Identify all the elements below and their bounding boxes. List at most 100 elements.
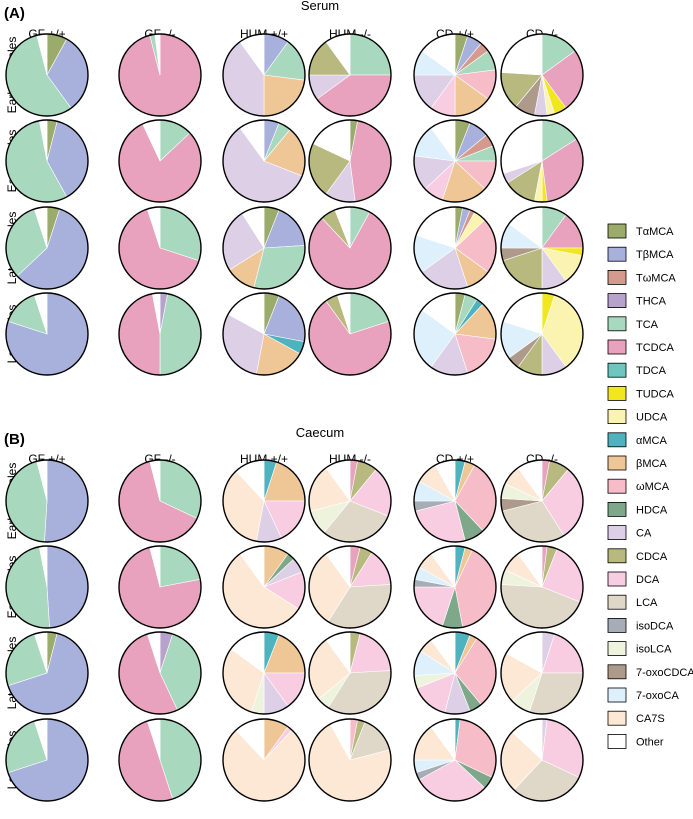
legend-label-tdca: TDCA <box>636 365 667 377</box>
legend-label-7-oxocdca: 7-oxoCDCA <box>636 667 693 679</box>
pie-early-males-gf-wt <box>5 545 89 629</box>
legend-swatch-thca <box>607 293 627 309</box>
legend-item-cdca: CDCA <box>607 548 668 564</box>
pie-late-males-hum-wt <box>222 292 306 376</box>
pie-outline <box>5 459 89 543</box>
pie-late-males-hum-wt <box>222 718 306 802</box>
legend-swatch-ca7s <box>607 710 627 726</box>
pie-early-males-gf-ko <box>118 545 202 629</box>
pie-late-females-hum-ko <box>308 631 392 715</box>
legend-swatch-ca <box>607 525 627 540</box>
legend-swatch-lca <box>607 594 627 610</box>
legend-swatch-hdca <box>607 501 627 517</box>
pie-late-females-gf-ko <box>118 206 202 290</box>
pie-outline <box>5 718 89 802</box>
pie-early-females-cd-ko <box>500 33 584 117</box>
legend-item-ca7s: CA7S <box>607 710 665 726</box>
legend-item-other: Other <box>607 734 664 749</box>
legend-item-hdca: HDCA <box>607 501 668 517</box>
pie-outline <box>5 33 89 117</box>
pie-outline <box>308 459 392 543</box>
legend-label-lca: LCA <box>636 597 658 609</box>
pie-early-females-hum-wt <box>222 33 306 117</box>
pie-outline <box>413 545 497 629</box>
legend-item-7-oxocdca: 7-oxoCDCA <box>607 664 693 680</box>
pie-outline <box>118 292 202 376</box>
legend-swatch-dca <box>607 571 627 587</box>
legend-label-hdca: HDCA <box>636 504 668 516</box>
legend-item-udca: UDCA <box>607 409 668 425</box>
pie-late-males-cd-wt <box>413 718 497 802</box>
pie-outline <box>5 545 89 629</box>
pie-early-males-hum-ko <box>308 119 392 203</box>
pie-late-females-cd-wt <box>413 206 497 290</box>
legend-item-tbetamca: TβMCA <box>607 246 674 262</box>
pie-outline <box>222 718 306 802</box>
legend-item-isodca: isoDCA <box>607 618 674 633</box>
legend-label-tcdca: TCDCA <box>636 342 675 354</box>
pie-outline <box>222 545 306 629</box>
legend-swatch-isodca <box>607 618 627 633</box>
pie-outline <box>413 718 497 802</box>
pie-early-males-gf-ko <box>118 119 202 203</box>
pie-late-males-hum-ko <box>308 292 392 376</box>
pie-early-males-gf-wt <box>5 119 89 203</box>
pie-outline <box>118 33 202 117</box>
legend-swatch-isolca <box>607 641 627 656</box>
pie-outline <box>308 718 392 802</box>
pie-outline <box>308 206 392 290</box>
legend-swatch-betamca <box>607 455 627 471</box>
pie-outline <box>500 33 584 117</box>
pie-late-females-gf-wt <box>5 631 89 715</box>
legend-label-dca: DCA <box>636 574 660 586</box>
pie-outline <box>5 292 89 376</box>
pie-outline <box>222 292 306 376</box>
legend-label-talphamca: TαMCA <box>636 226 674 238</box>
legend-label-other: Other <box>636 736 664 748</box>
pie-late-females-gf-ko <box>118 631 202 715</box>
legend-item-lca: LCA <box>607 594 658 610</box>
legend-swatch-other <box>607 734 627 749</box>
pie-early-females-cd-wt <box>413 33 497 117</box>
pie-outline <box>222 631 306 715</box>
legend-swatch-talphamca <box>607 223 627 239</box>
pie-late-females-cd-ko <box>500 631 584 715</box>
legend-label-tomegamca: TωMCA <box>636 272 676 284</box>
pie-outline <box>222 459 306 543</box>
legend-label-omegamca: ωMCA <box>636 481 670 493</box>
pie-early-females-gf-wt <box>5 459 89 543</box>
pie-outline <box>222 206 306 290</box>
pie-early-males-hum-ko <box>308 545 392 629</box>
legend: TαMCA TβMCA TωMCA THCA TCA TCDCA TDCA TUDCA UDCA… <box>607 223 693 749</box>
pie-late-males-gf-ko <box>118 718 202 802</box>
legend-item-dca: DCA <box>607 571 660 587</box>
pie-outline <box>118 718 202 802</box>
legend-item-tomegamca: TωMCA <box>607 269 676 285</box>
legend-item-tdca: TDCA <box>607 362 667 378</box>
pie-outline <box>413 206 497 290</box>
legend-label-tca: TCA <box>636 319 659 331</box>
pie-outline <box>308 119 392 203</box>
pie-outline <box>308 33 392 117</box>
legend-item-betamca: βMCA <box>607 455 667 471</box>
pie-early-males-cd-ko <box>500 545 584 629</box>
pie-outline <box>118 545 202 629</box>
legend-item-talphamca: TαMCA <box>607 223 674 239</box>
pie-outline <box>222 33 306 117</box>
legend-swatch-tomegamca <box>607 269 627 285</box>
pie-outline <box>5 631 89 715</box>
legend-label-betamca: βMCA <box>636 458 667 470</box>
pie-early-females-cd-ko <box>500 459 584 543</box>
pie-early-females-hum-wt <box>222 459 306 543</box>
pie-late-males-gf-wt <box>5 292 89 376</box>
pie-outline <box>308 292 392 376</box>
pie-early-females-gf-ko <box>118 459 202 543</box>
legend-swatch-tca <box>607 316 627 332</box>
legend-swatch-7-oxocdca <box>607 664 627 680</box>
panel-b-title: Caecum <box>296 425 344 440</box>
legend-item-omegamca: ωMCA <box>607 478 670 494</box>
pie-early-males-cd-ko <box>500 119 584 203</box>
legend-swatch-omegamca <box>607 478 627 494</box>
legend-swatch-udca <box>607 409 627 425</box>
